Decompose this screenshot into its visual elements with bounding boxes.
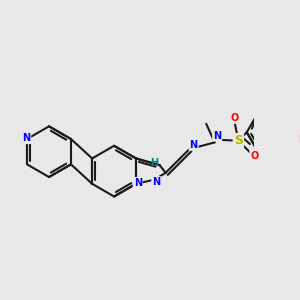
Text: N: N (190, 140, 198, 150)
Text: F: F (298, 134, 300, 144)
Text: N: N (22, 133, 30, 143)
Text: O: O (231, 113, 239, 123)
Text: S: S (234, 134, 243, 147)
Text: O: O (250, 151, 259, 161)
Text: H: H (150, 158, 158, 168)
Text: N: N (134, 178, 142, 188)
Text: N: N (152, 177, 160, 187)
Text: N: N (213, 130, 221, 141)
